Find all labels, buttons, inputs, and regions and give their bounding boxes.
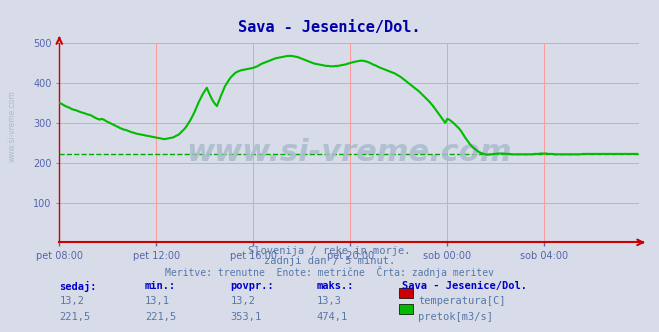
Text: min.:: min.: [145, 281, 176, 290]
FancyBboxPatch shape [399, 288, 413, 298]
Text: Slovenija / reke in morje.: Slovenija / reke in morje. [248, 246, 411, 256]
Text: maks.:: maks.: [316, 281, 354, 290]
Text: zadnji dan / 5 minut.: zadnji dan / 5 minut. [264, 256, 395, 266]
Text: 221,5: 221,5 [59, 312, 90, 322]
Text: 474,1: 474,1 [316, 312, 347, 322]
Text: temperatura[C]: temperatura[C] [418, 296, 506, 306]
Text: pretok[m3/s]: pretok[m3/s] [418, 312, 494, 322]
Text: povpr.:: povpr.: [231, 281, 274, 290]
Text: 13,3: 13,3 [316, 296, 341, 306]
Text: sedaj:: sedaj: [59, 281, 97, 291]
Text: Meritve: trenutne  Enote: metrične  Črta: zadnja meritev: Meritve: trenutne Enote: metrične Črta: … [165, 266, 494, 278]
Text: www.si-vreme.com: www.si-vreme.com [8, 90, 17, 162]
Text: Sava - Jesenice/Dol.: Sava - Jesenice/Dol. [239, 20, 420, 35]
Text: 353,1: 353,1 [231, 312, 262, 322]
Text: Sava - Jesenice/Dol.: Sava - Jesenice/Dol. [402, 281, 527, 290]
Text: 13,2: 13,2 [59, 296, 84, 306]
Text: 221,5: 221,5 [145, 312, 176, 322]
Text: 13,1: 13,1 [145, 296, 170, 306]
FancyBboxPatch shape [399, 304, 413, 314]
Text: www.si-vreme.com: www.si-vreme.com [186, 138, 512, 167]
Text: 13,2: 13,2 [231, 296, 256, 306]
